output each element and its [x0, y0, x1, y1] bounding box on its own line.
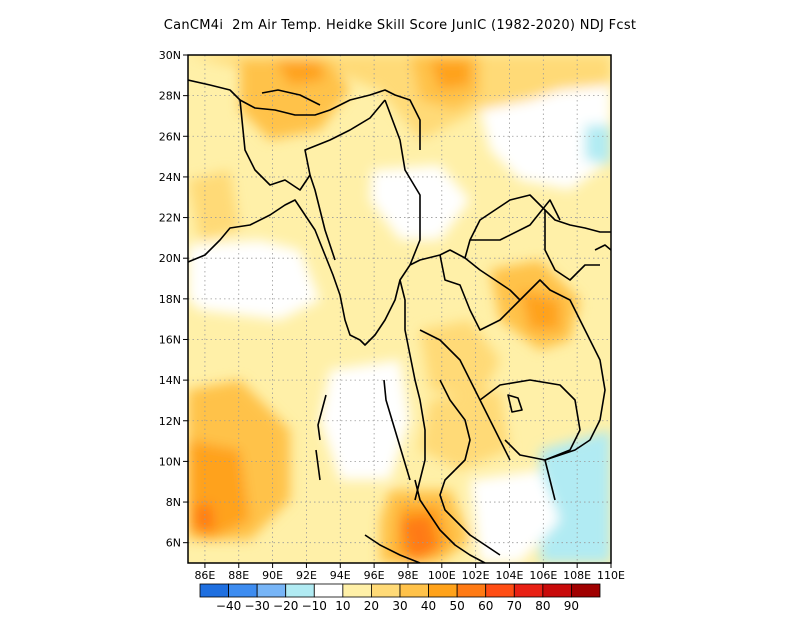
colorbar-label: 40: [421, 599, 436, 613]
colorbar-swatch: [256, 583, 287, 598]
colorbar-label: 60: [478, 599, 493, 613]
colorbar-label: 90: [564, 599, 579, 613]
lon-tick-label: 102E: [462, 569, 490, 582]
latitude-labels: 30N 28N 26N 24N 22N 20N 18N 16N 14N 12N 10N 8N 6N: [159, 49, 188, 550]
lon-tick-label: 108E: [563, 569, 591, 582]
lat-tick-label: 10N: [159, 455, 181, 468]
colorbar-swatch: [456, 583, 487, 598]
lon-tick-label: 106E: [529, 569, 557, 582]
coastlines-borders: [188, 79, 611, 563]
colorbar-swatch: [485, 583, 515, 598]
colorbar-swatch: [342, 583, 372, 598]
lat-tick-label: 8N: [166, 496, 181, 509]
colorbar-swatch: [313, 583, 344, 598]
colorbar-swatch: [199, 583, 229, 598]
lat-tick-label: 14N: [159, 374, 181, 387]
lon-tick-label: 92E: [296, 569, 317, 582]
longitude-labels: 86E 88E 90E 92E 94E 96E 98E 100E 102E 104E 106E 108…: [194, 563, 625, 582]
map-frame: [187, 54, 612, 564]
lat-tick-label: 6N: [166, 537, 181, 550]
colorbar-label: −30: [244, 599, 269, 613]
colorbar-swatch: [571, 583, 601, 598]
colorbar-swatch: [399, 583, 429, 598]
lon-tick-label: 86E: [194, 569, 215, 582]
lat-tick-label: 12N: [159, 415, 181, 428]
lat-tick-label: 28N: [159, 90, 181, 103]
colorbar-swatch: [285, 583, 315, 598]
colorbar-label: −40: [216, 599, 241, 613]
lon-tick-label: 100E: [428, 569, 456, 582]
lat-tick-label: 22N: [159, 212, 181, 225]
map-title: CanCM4i 2m Air Temp. Heidke Skill Score …: [163, 18, 637, 33]
lon-tick-label: 96E: [364, 569, 385, 582]
lat-tick-label: 20N: [159, 252, 181, 265]
colorbar-label: 80: [535, 599, 550, 613]
lat-tick-label: 26N: [159, 130, 181, 143]
lon-tick-label: 88E: [228, 569, 249, 582]
colorbar-swatch: [513, 583, 544, 598]
colorbar-label: −20: [273, 599, 298, 613]
lon-tick-label: 94E: [330, 569, 351, 582]
gridlines: [188, 55, 611, 563]
colorbar-label: 20: [364, 599, 379, 613]
lat-tick-label: 16N: [159, 333, 181, 346]
colorbar-label: 70: [507, 599, 522, 613]
colorbar-swatch: [371, 583, 401, 598]
lat-tick-label: 30N: [159, 49, 181, 62]
colorbar-swatch: [428, 583, 458, 598]
colorbar-swatch: [228, 583, 258, 598]
shaded-field: [188, 55, 611, 563]
colorbar-swatch: [542, 583, 572, 598]
lon-tick-label: 104E: [496, 569, 524, 582]
colorbar-label: −10: [302, 599, 327, 613]
lat-tick-label: 18N: [159, 293, 181, 306]
colorbar-label: 10: [335, 599, 350, 613]
lat-tick-label: 24N: [159, 171, 181, 184]
lon-tick-label: 98E: [397, 569, 418, 582]
colorbar-label: 50: [450, 599, 465, 613]
lon-tick-label: 110E: [597, 569, 625, 582]
colorbar: −40 −30 −20 −10 10 20 30 40 50 60 70 80 90: [199, 583, 601, 613]
colorbar-label: 30: [392, 599, 407, 613]
lon-tick-label: 90E: [262, 569, 283, 582]
